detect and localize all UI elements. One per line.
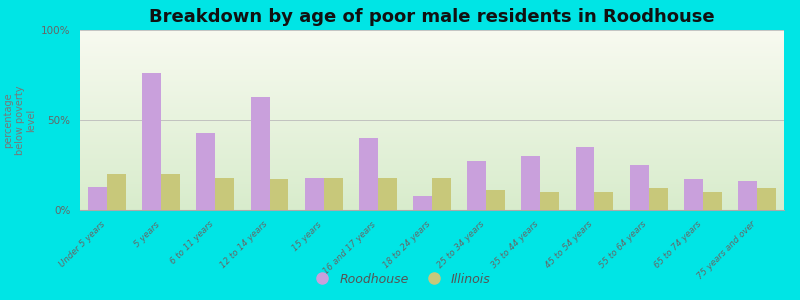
Bar: [413, 196, 432, 210]
Y-axis label: percentage
below poverty
level: percentage below poverty level: [3, 85, 37, 155]
Bar: [88, 187, 107, 210]
Bar: [162, 174, 180, 210]
Bar: [757, 188, 776, 210]
Title: Breakdown by age of poor male residents in Roodhouse: Breakdown by age of poor male residents …: [149, 8, 715, 26]
Bar: [702, 192, 722, 210]
Bar: [486, 190, 505, 210]
Bar: [738, 181, 757, 210]
Bar: [359, 138, 378, 210]
Bar: [250, 97, 270, 210]
Bar: [540, 192, 559, 210]
Bar: [215, 178, 234, 210]
Bar: [270, 179, 289, 210]
Legend: Roodhouse, Illinois: Roodhouse, Illinois: [304, 268, 496, 291]
Bar: [575, 147, 594, 210]
Bar: [305, 178, 324, 210]
Bar: [594, 192, 614, 210]
Bar: [467, 161, 486, 210]
Bar: [432, 178, 451, 210]
Bar: [107, 174, 126, 210]
Bar: [522, 156, 540, 210]
Bar: [378, 178, 397, 210]
Bar: [684, 179, 702, 210]
Bar: [649, 188, 667, 210]
Bar: [324, 178, 342, 210]
Bar: [630, 165, 649, 210]
Bar: [142, 73, 162, 210]
Bar: [197, 133, 215, 210]
